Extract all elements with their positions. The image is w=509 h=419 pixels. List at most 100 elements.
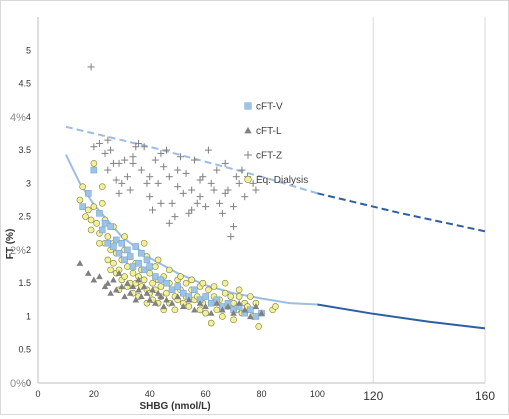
point-cft-z bbox=[252, 186, 260, 194]
point-cft-z bbox=[160, 163, 168, 171]
point-cft-l bbox=[179, 303, 187, 310]
x-tick-label-outer: 120 bbox=[363, 389, 383, 403]
point-cft-l bbox=[241, 306, 249, 313]
point-eq-dialysis bbox=[104, 256, 112, 264]
point-cft-l bbox=[124, 279, 131, 286]
point-cft-z bbox=[232, 173, 240, 181]
point-eq-dialysis bbox=[84, 206, 92, 214]
point-eq-dialysis bbox=[255, 323, 263, 330]
axes bbox=[37, 17, 485, 384]
legend-marker bbox=[244, 102, 252, 110]
point-cft-v bbox=[152, 273, 159, 280]
point-cft-l bbox=[174, 293, 181, 300]
point-cft-z bbox=[179, 189, 187, 197]
point-cft-l bbox=[104, 279, 112, 286]
point-eq-dialysis bbox=[188, 276, 195, 284]
x-tick-label: 100 bbox=[310, 389, 325, 399]
point-cft-z bbox=[143, 179, 151, 187]
point-cft-z bbox=[171, 213, 179, 221]
point-eq-dialysis bbox=[247, 293, 254, 300]
point-cft-l bbox=[168, 299, 176, 306]
point-eq-dialysis bbox=[185, 303, 193, 310]
point-cft-v bbox=[121, 256, 128, 264]
point-cft-l bbox=[135, 286, 142, 293]
point-cft-l bbox=[76, 259, 84, 266]
point-eq-dialysis bbox=[182, 279, 190, 287]
point-cft-l bbox=[152, 299, 159, 306]
point-cft-l bbox=[219, 306, 226, 313]
point-cft-z bbox=[157, 199, 165, 207]
point-cft-v bbox=[138, 249, 145, 257]
point-cft-z bbox=[146, 193, 154, 201]
point-cft-v bbox=[99, 226, 106, 234]
point-cft-z bbox=[157, 149, 165, 157]
point-cft-l bbox=[163, 296, 170, 303]
point-cft-v bbox=[90, 166, 98, 174]
point-cft-z bbox=[107, 146, 115, 154]
x-tick-label: 0 bbox=[35, 389, 40, 399]
point-cft-z bbox=[207, 179, 215, 187]
point-cft-z bbox=[123, 173, 131, 181]
point-cft-l bbox=[160, 303, 168, 310]
point-cft-v bbox=[168, 286, 176, 294]
point-cft-l bbox=[224, 303, 232, 310]
point-cft-l bbox=[121, 293, 128, 300]
gridlines bbox=[372, 17, 486, 383]
point-cft-z bbox=[95, 139, 103, 147]
point-eq-dialysis bbox=[98, 200, 106, 207]
point-cft-l bbox=[154, 289, 162, 296]
point-cft-z bbox=[146, 173, 154, 181]
point-cft-z bbox=[249, 179, 257, 187]
point-cft-z bbox=[126, 186, 134, 194]
y-tick-label: 3.5 bbox=[18, 145, 31, 155]
point-eq-dialysis bbox=[152, 263, 159, 270]
point-eq-dialysis bbox=[171, 306, 179, 314]
point-cft-v bbox=[115, 249, 123, 257]
y-tick-label: 2 bbox=[26, 245, 31, 255]
point-cft-z bbox=[154, 179, 162, 187]
x-tick-label: 80 bbox=[256, 389, 266, 399]
point-cft-l bbox=[191, 306, 198, 313]
fit-curve-dashed-segment bbox=[65, 125, 318, 195]
point-cft-z bbox=[196, 193, 204, 201]
point-cft-l bbox=[96, 273, 103, 280]
point-eq-dialysis bbox=[213, 306, 221, 314]
y-tick-label: 3 bbox=[26, 178, 31, 188]
y-tick-label-percent: 4% bbox=[10, 112, 26, 124]
point-cft-z bbox=[115, 159, 123, 167]
point-cft-l bbox=[258, 309, 265, 316]
point-eq-dialysis bbox=[87, 216, 95, 224]
point-cft-v bbox=[118, 240, 126, 247]
point-cft-l bbox=[84, 269, 92, 276]
point-cft-z bbox=[115, 189, 123, 197]
y-tick-label: 4 bbox=[26, 112, 31, 122]
fit-curve-solid-segment bbox=[317, 303, 486, 330]
legend-label: cFT-V bbox=[256, 102, 283, 113]
point-cft-v bbox=[252, 313, 260, 320]
point-eq-dialysis bbox=[121, 233, 128, 240]
point-eq-dialysis bbox=[146, 269, 154, 277]
legend-marker bbox=[244, 175, 252, 184]
point-cft-z bbox=[188, 206, 196, 214]
point-eq-dialysis bbox=[140, 239, 148, 247]
data-points bbox=[76, 63, 279, 330]
point-cft-v bbox=[85, 190, 92, 197]
point-cft-z bbox=[230, 223, 238, 231]
point-cft-v bbox=[207, 299, 215, 307]
point-cft-v bbox=[124, 246, 131, 254]
point-eq-dialysis bbox=[87, 226, 95, 234]
point-cft-v bbox=[96, 210, 103, 217]
point-cft-v bbox=[191, 286, 198, 294]
point-eq-dialysis bbox=[121, 273, 128, 280]
point-cft-z bbox=[104, 136, 112, 144]
point-cft-z bbox=[218, 209, 226, 217]
point-cft-z bbox=[176, 153, 184, 161]
point-cft-v bbox=[174, 283, 181, 290]
x-tick-label: 60 bbox=[201, 389, 211, 399]
y-tick-label: 2.5 bbox=[18, 212, 31, 222]
y-tick-label: 0 bbox=[26, 378, 31, 388]
point-eq-dialysis bbox=[76, 196, 84, 204]
point-cft-l bbox=[129, 283, 137, 290]
point-eq-dialysis bbox=[235, 286, 243, 294]
point-cft-z bbox=[235, 179, 243, 187]
